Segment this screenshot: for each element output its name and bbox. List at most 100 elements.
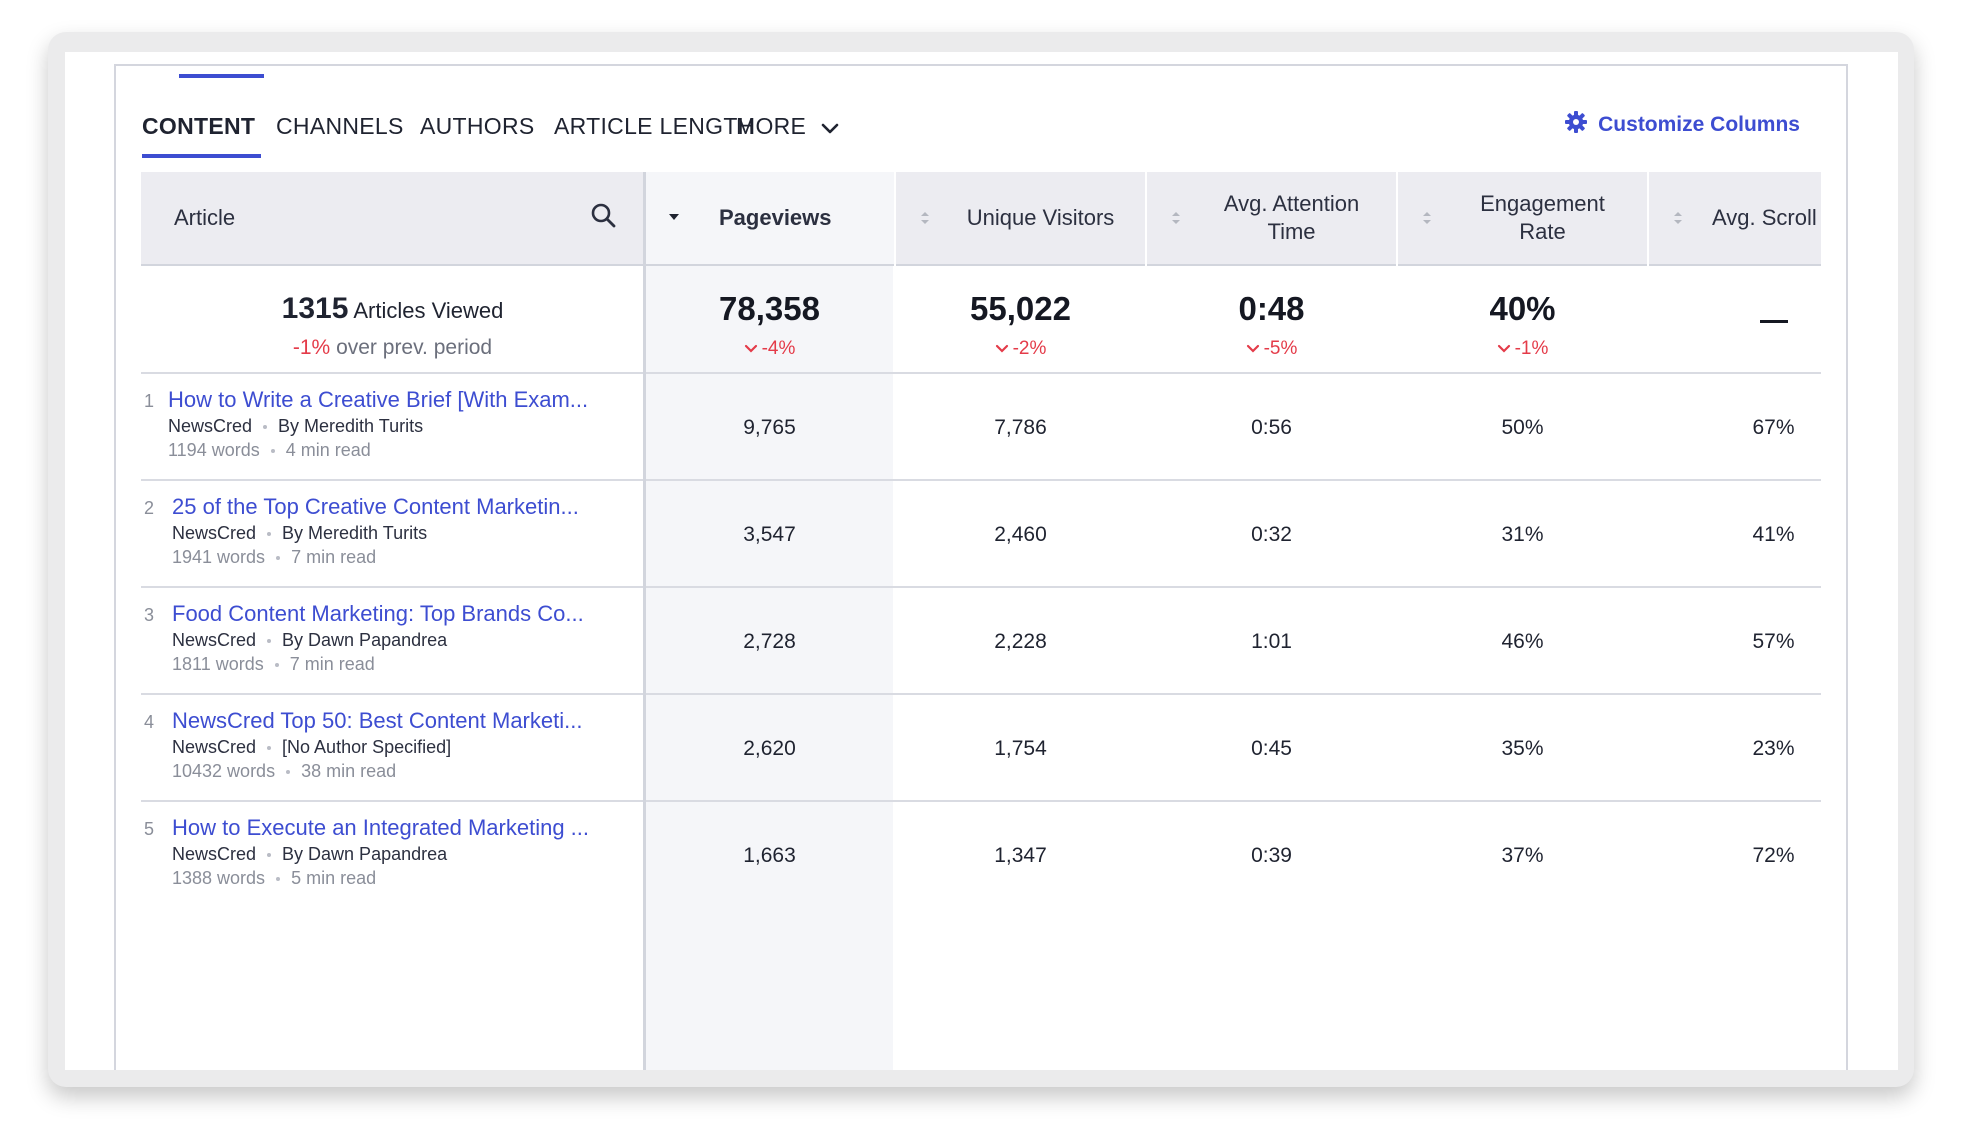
row-rank: 2 — [144, 498, 155, 518]
chevron-down-icon — [821, 114, 839, 141]
pageviews-cell: 1,663 — [743, 844, 796, 867]
engagement-rate-cell: 37% — [1501, 844, 1544, 867]
content-panel: CONTENT CHANNELS AUTHORS ARTICLE LENGTH … — [114, 64, 1848, 1070]
header-divider — [1396, 172, 1398, 266]
table-row: 1 How to Write a Creative Brief [With Ex… — [141, 374, 1821, 481]
article-length: 1388 words 5 min read — [172, 868, 377, 888]
article-title-link[interactable]: How to Write a Creative Brief [With Exam… — [168, 387, 589, 412]
sort-icon — [1672, 210, 1684, 231]
article-length: 1811 words 7 min read — [172, 654, 375, 674]
tab-content[interactable]: CONTENT — [142, 113, 256, 139]
article-byline: NewsCred By Dawn Papandrea — [172, 630, 448, 650]
unique-visitors-header-label: Unique Visitors — [966, 205, 1115, 230]
scroll-depth-cell: 72% — [1752, 844, 1795, 867]
tab-article-length[interactable]: ARTICLE LENGTH — [554, 113, 755, 139]
chevron-down-icon — [1246, 344, 1259, 353]
row-rank: 3 — [144, 605, 155, 625]
scroll-depth-cell: 41% — [1752, 523, 1795, 546]
sort-desc-icon — [668, 210, 680, 228]
row-rank: 5 — [144, 819, 155, 839]
articles-viewed-change: -1% over prev. period — [292, 336, 493, 359]
unique-visitors-cell: 2,228 — [994, 630, 1047, 653]
header-divider — [894, 172, 896, 266]
attention-time-cell: 0:39 — [1251, 844, 1292, 867]
column-header-attention-time[interactable]: Avg. Attention Time — [1146, 172, 1397, 266]
engagement-rate-header-label: Engagement Rate — [1480, 191, 1605, 244]
table-row: 4 NewsCred Top 50: Best Content Marketi.… — [141, 695, 1821, 802]
engagement-rate-cell: 31% — [1501, 523, 1544, 546]
article-byline: NewsCred [No Author Specified] — [172, 737, 452, 757]
tab-more[interactable]: MORE — [736, 113, 839, 141]
unique-visitors-cell: 2,460 — [994, 523, 1047, 546]
attention-time-change: -5% — [1146, 338, 1397, 360]
search-icon[interactable] — [590, 202, 616, 233]
scroll-depth-empty — [1648, 310, 1898, 328]
avg-attention-time: 0:48 — [1238, 290, 1305, 327]
pageviews-cell: 9,765 — [743, 416, 796, 439]
article-header-label: Article — [174, 205, 236, 230]
pageviews-cell: 3,547 — [743, 523, 796, 546]
tab-more-label: MORE — [736, 113, 807, 139]
engagement-rate-cell: 46% — [1501, 630, 1544, 653]
sort-icon — [1421, 210, 1433, 231]
table-row: 3 Food Content Marketing: Top Brands Co.… — [141, 588, 1821, 695]
unique-visitors-change: -2% — [895, 338, 1146, 360]
scroll-depth-cell: 57% — [1752, 630, 1795, 653]
chevron-down-icon — [1497, 344, 1510, 353]
engagement-rate-cell: 35% — [1501, 737, 1544, 760]
customize-columns-button[interactable]: Customize Columns — [1564, 110, 1800, 140]
unique-visitors-cell: 1,347 — [994, 844, 1047, 867]
customize-columns-label: Customize Columns — [1598, 113, 1800, 136]
pageviews-cell: 2,728 — [743, 630, 796, 653]
attention-time-cell: 0:56 — [1251, 416, 1292, 439]
unique-visitors-cell: 7,786 — [994, 416, 1047, 439]
article-length: 10432 words 38 min read — [172, 761, 397, 781]
article-byline: NewsCred By Meredith Turits — [172, 523, 428, 543]
scroll-depth-cell: 23% — [1752, 737, 1795, 760]
engagement-rate-cell: 50% — [1501, 416, 1544, 439]
sort-icon — [919, 210, 931, 231]
total-unique-visitors: 55,022 — [970, 290, 1071, 327]
attention-time-cell: 0:45 — [1251, 737, 1292, 760]
tab-authors[interactable]: AUTHORS — [420, 113, 535, 139]
attention-time-header-label: Avg. Attention Time — [1223, 191, 1360, 244]
engagement-rate: 40% — [1489, 290, 1556, 327]
tab-bar: CONTENT CHANNELS AUTHORS ARTICLE LENGTH … — [116, 66, 1846, 176]
article-byline: NewsCred By Meredith Turits — [168, 416, 424, 436]
summary-row: 1315 Articles Viewed -1% over prev. peri… — [141, 266, 1821, 374]
unique-visitors-cell: 1,754 — [994, 737, 1047, 760]
column-header-scroll-depth[interactable]: Avg. Scroll Depth — [1648, 172, 1821, 266]
articles-viewed-total: 1315 Articles Viewed — [281, 292, 504, 325]
scroll-depth-header-label: Avg. Scroll Depth — [1712, 205, 1821, 230]
article-title-link[interactable]: Food Content Marketing: Top Brands Co... — [172, 601, 584, 626]
column-header-pageviews[interactable]: Pageviews — [644, 172, 895, 266]
article-column-header: Article — [141, 172, 644, 266]
engagement-rate-change: -1% — [1397, 338, 1648, 360]
panel-top-accent — [179, 74, 264, 78]
sort-icon — [1170, 210, 1182, 231]
column-header-unique-visitors[interactable]: Unique Visitors — [895, 172, 1146, 266]
analytics-card: CONTENT CHANNELS AUTHORS ARTICLE LENGTH … — [65, 52, 1898, 1070]
tab-channels[interactable]: CHANNELS — [276, 113, 404, 139]
attention-time-cell: 0:32 — [1251, 523, 1292, 546]
article-title-link[interactable]: How to Execute an Integrated Marketing .… — [172, 815, 590, 840]
total-pageviews: 78,358 — [719, 290, 820, 327]
article-length: 1941 words 7 min read — [172, 547, 377, 567]
article-column-divider — [643, 172, 646, 1070]
attention-time-cell: 1:01 — [1251, 630, 1292, 653]
article-title-link[interactable]: 25 of the Top Creative Content Marketin.… — [172, 494, 579, 519]
chevron-down-icon — [744, 344, 757, 353]
column-header-engagement-rate[interactable]: Engagement Rate — [1397, 172, 1648, 266]
pageviews-header-label: Pageviews — [719, 205, 832, 230]
pageviews-change: -4% — [644, 338, 895, 360]
row-rank: 1 — [144, 391, 155, 411]
row-rank: 4 — [144, 712, 155, 732]
pageviews-cell: 2,620 — [743, 737, 796, 760]
article-length: 1194 words 4 min read — [168, 440, 371, 460]
table-row: 5 How to Execute an Integrated Marketing… — [141, 802, 1821, 909]
scroll-depth-cell: 67% — [1752, 416, 1795, 439]
active-tab-indicator — [142, 154, 261, 158]
article-title-link[interactable]: NewsCred Top 50: Best Content Marketi... — [172, 708, 583, 733]
chevron-down-icon — [995, 344, 1008, 353]
sorted-column-highlight — [644, 266, 893, 1070]
